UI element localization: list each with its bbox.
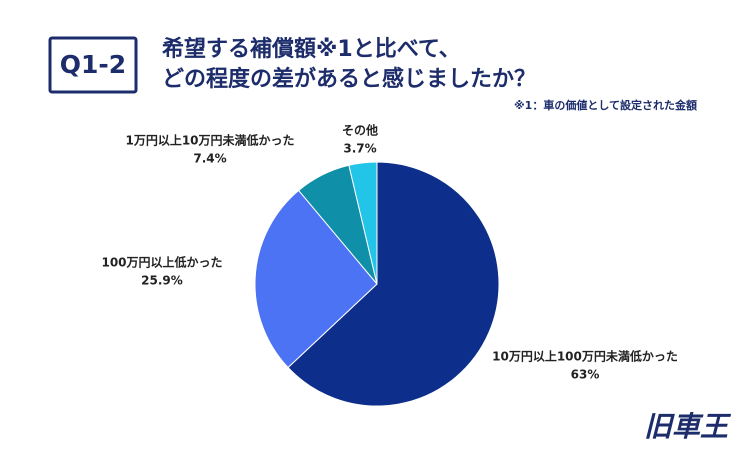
chart-title: 希望する補償額※1と比べて、 xyxy=(162,36,461,62)
logo: 旧車王 xyxy=(644,410,732,443)
badge-box xyxy=(48,36,138,94)
value-label: 25.9% xyxy=(141,274,183,288)
chart-subtitle: どの程度の差があると感じましたか？ xyxy=(162,66,536,92)
slice-label: その他 xyxy=(342,123,378,138)
value-label: 7.4% xyxy=(193,152,226,166)
slice-label: 100万円以上低かった xyxy=(101,255,222,270)
pie-slice xyxy=(348,161,378,285)
pie-slice xyxy=(287,161,500,407)
pie-slice xyxy=(254,189,378,369)
slice-label: 10万円以上100万円未満低かった xyxy=(492,349,678,364)
note: ※1：車の価値として設定された金額 xyxy=(514,98,697,112)
value-label: 63% xyxy=(571,368,600,382)
slice-label: 1万円以上10万円未満低かった xyxy=(125,133,294,148)
badge: Q1-2 xyxy=(60,50,126,79)
value-label: 3.7% xyxy=(343,142,376,156)
